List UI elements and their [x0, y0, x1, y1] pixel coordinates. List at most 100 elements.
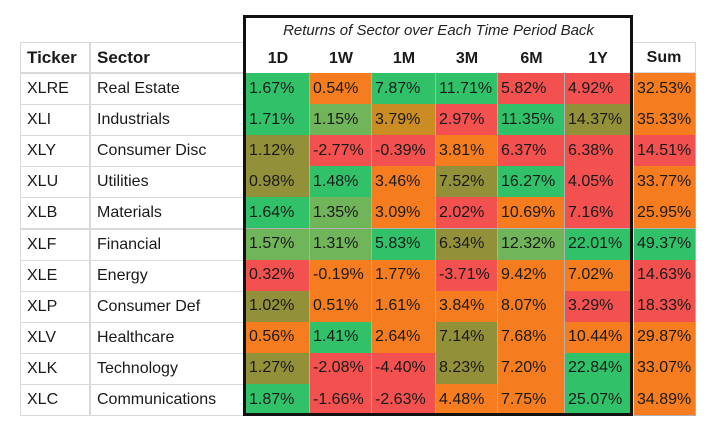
ticker-cell: XLU — [20, 166, 90, 199]
sum-cell: 14.63% — [633, 259, 696, 292]
return-cell-1w: 1.15% — [310, 104, 372, 137]
return-cell-1y: 6.38% — [565, 135, 631, 168]
sector-cell: Industrials — [90, 104, 245, 137]
return-cell-6m: 16.27% — [498, 166, 565, 199]
sum-cell: 49.37% — [633, 228, 696, 261]
return-cell-1m: -4.40% — [372, 352, 436, 385]
sum-cell: 29.87% — [633, 321, 696, 354]
return-cell-3m: 6.34% — [436, 228, 498, 261]
ticker-cell: XLRE — [20, 73, 90, 106]
sum-cell: 18.33% — [633, 290, 696, 323]
sector-cell: Healthcare — [90, 321, 245, 354]
sum-cell: 33.07% — [633, 352, 696, 385]
return-cell-6m: 7.20% — [498, 352, 565, 385]
return-cell-6m: 11.35% — [498, 104, 565, 137]
return-cell-1w: -0.19% — [310, 259, 372, 292]
ticker-cell: XLI — [20, 104, 90, 137]
return-cell-6m: 5.82% — [498, 73, 565, 106]
return-cell-3m: 3.84% — [436, 290, 498, 323]
return-cell-1m: -0.39% — [372, 135, 436, 168]
period-header-1d: 1D — [246, 44, 310, 73]
return-cell-1w: -2.77% — [310, 135, 372, 168]
period-header-1m: 1M — [372, 44, 436, 73]
return-cell-3m: 11.71% — [436, 73, 498, 106]
return-cell-3m: 7.52% — [436, 166, 498, 199]
return-cell-3m: 8.23% — [436, 352, 498, 385]
return-cell-6m: 7.68% — [498, 321, 565, 354]
return-cell-6m: 6.37% — [498, 135, 565, 168]
return-cell-1m: 3.09% — [372, 197, 436, 230]
sector-cell: Materials — [90, 197, 245, 230]
sector-column-header: Sector — [90, 42, 245, 73]
return-cell-1y: 10.44% — [565, 321, 631, 354]
return-cell-1d: 0.32% — [246, 259, 310, 292]
ticker-cell: XLC — [20, 384, 90, 417]
return-cell-3m: 4.48% — [436, 384, 498, 417]
return-cell-6m: 8.07% — [498, 290, 565, 323]
return-cell-1d: 1.71% — [246, 104, 310, 137]
ticker-cell: XLB — [20, 197, 90, 230]
ticker-cell: XLF — [20, 228, 90, 261]
return-cell-1y: 14.37% — [565, 104, 631, 137]
ticker-cell: XLP — [20, 290, 90, 323]
return-cell-1w: 1.41% — [310, 321, 372, 354]
ticker-column-header: Ticker — [20, 42, 90, 73]
return-cell-1w: 1.35% — [310, 197, 372, 230]
ticker-cell: XLV — [20, 321, 90, 354]
sector-cell: Consumer Disc — [90, 135, 245, 168]
sum-cell: 33.77% — [633, 166, 696, 199]
return-cell-1w: 0.51% — [310, 290, 372, 323]
return-cell-1d: 1.27% — [246, 352, 310, 385]
return-cell-1y: 7.16% — [565, 197, 631, 230]
return-cell-1d: 1.02% — [246, 290, 310, 323]
return-cell-1w: -1.66% — [310, 384, 372, 417]
return-cell-1y: 25.07% — [565, 384, 631, 417]
period-header-1y: 1Y — [565, 44, 631, 73]
return-cell-3m: 7.14% — [436, 321, 498, 354]
sum-cell: 34.89% — [633, 384, 696, 417]
return-cell-1w: 1.31% — [310, 228, 372, 261]
period-header-3m: 3M — [436, 44, 498, 73]
return-cell-1y: 3.29% — [565, 290, 631, 323]
return-cell-1w: -2.08% — [310, 352, 372, 385]
return-cell-3m: 2.02% — [436, 197, 498, 230]
return-cell-1d: 1.64% — [246, 197, 310, 230]
sector-cell: Real Estate — [90, 73, 245, 106]
return-cell-1d: 1.12% — [246, 135, 310, 168]
return-cell-1y: 4.92% — [565, 73, 631, 106]
return-cell-1m: 5.83% — [372, 228, 436, 261]
return-cell-1m: -2.63% — [372, 384, 436, 417]
sum-column-header: Sum — [632, 42, 696, 73]
return-cell-1w: 0.54% — [310, 73, 372, 106]
return-cell-6m: 9.42% — [498, 259, 565, 292]
sector-cell: Financial — [90, 228, 245, 261]
return-cell-3m: 2.97% — [436, 104, 498, 137]
sum-cell: 14.51% — [633, 135, 696, 168]
sum-cell: 25.95% — [633, 197, 696, 230]
sector-cell: Technology — [90, 352, 245, 385]
return-cell-1y: 22.84% — [565, 352, 631, 385]
return-cell-6m: 10.69% — [498, 197, 565, 230]
sum-cell: 35.33% — [633, 104, 696, 137]
return-cell-3m: -3.71% — [436, 259, 498, 292]
return-cell-1d: 0.56% — [246, 321, 310, 354]
return-cell-1m: 3.46% — [372, 166, 436, 199]
period-header-1w: 1W — [310, 44, 372, 73]
sector-cell: Communications — [90, 384, 245, 417]
return-cell-6m: 12.32% — [498, 228, 565, 261]
return-cell-1m: 7.87% — [372, 73, 436, 106]
sector-cell: Utilities — [90, 166, 245, 199]
return-cell-6m: 7.75% — [498, 384, 565, 417]
table-title: Returns of Sector over Each Time Period … — [283, 21, 594, 39]
period-header-6m: 6M — [498, 44, 565, 73]
ticker-cell: XLY — [20, 135, 90, 168]
sector-cell: Consumer Def — [90, 290, 245, 323]
return-cell-1d: 0.98% — [246, 166, 310, 199]
return-cell-1m: 1.77% — [372, 259, 436, 292]
return-cell-1d: 1.67% — [246, 73, 310, 106]
return-cell-1d: 1.57% — [246, 228, 310, 261]
sector-cell: Energy — [90, 259, 245, 292]
sum-cell: 32.53% — [633, 73, 696, 106]
return-cell-1m: 1.61% — [372, 290, 436, 323]
